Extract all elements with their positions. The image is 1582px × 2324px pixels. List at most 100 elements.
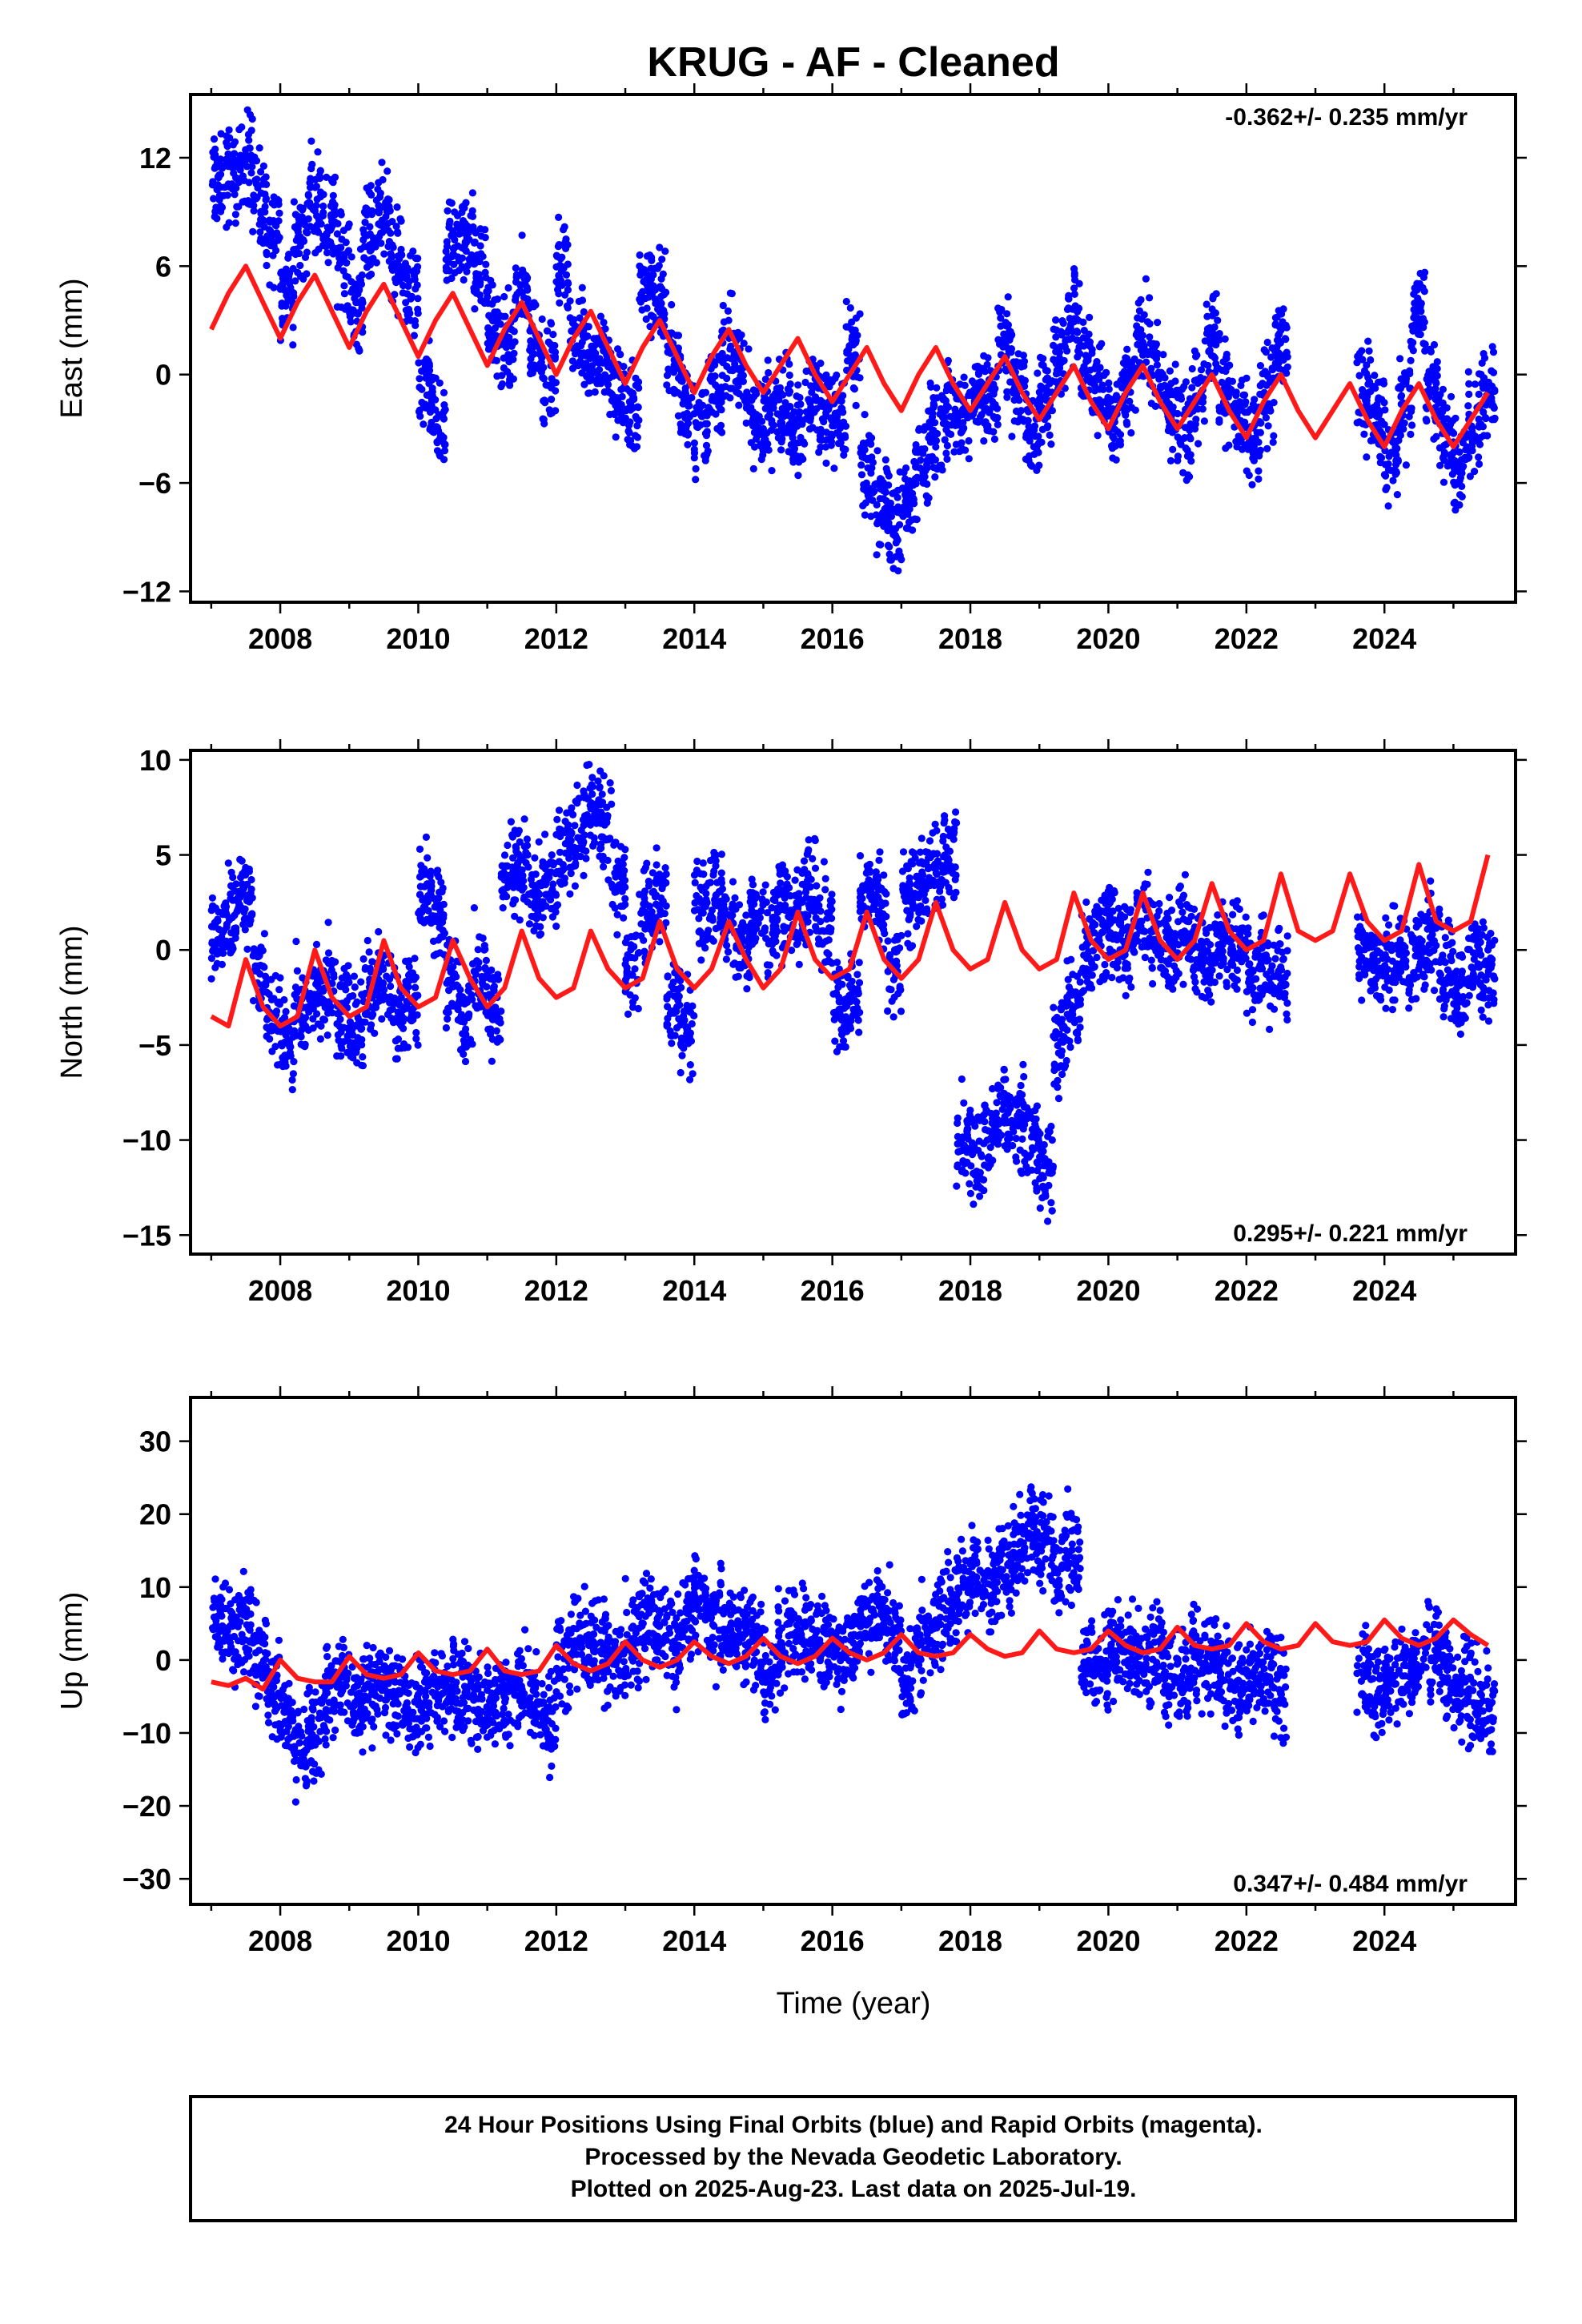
observation-point	[1143, 318, 1151, 326]
observation-point	[612, 433, 620, 441]
observation-point	[863, 487, 871, 496]
observation-point	[535, 838, 543, 846]
observation-point	[777, 446, 785, 454]
observation-point	[238, 123, 246, 131]
observation-point	[856, 374, 864, 382]
observation-point	[796, 393, 804, 402]
observation-point	[470, 904, 479, 912]
observation-point	[313, 211, 321, 220]
observation-point	[390, 999, 398, 1007]
observation-point	[1419, 273, 1427, 281]
observation-point	[1030, 426, 1038, 434]
observation-point	[223, 920, 231, 928]
observation-point	[270, 1025, 278, 1033]
observation-point	[533, 891, 541, 899]
observation-point	[531, 904, 539, 912]
observation-point	[1402, 375, 1411, 383]
observation-point	[1359, 386, 1367, 394]
observation-point	[600, 821, 608, 829]
observation-point	[554, 286, 562, 294]
observation-point	[588, 781, 596, 789]
observation-point	[575, 297, 583, 305]
observation-point	[1257, 419, 1265, 427]
observation-point	[905, 501, 913, 509]
observation-point	[304, 191, 313, 199]
observation-point	[486, 975, 494, 983]
observation-point	[459, 1015, 468, 1023]
observation-point	[379, 223, 387, 231]
observation-point	[298, 272, 306, 280]
observation-point	[858, 453, 866, 461]
observation-point	[520, 895, 528, 903]
observation-point	[357, 978, 365, 986]
observation-point	[1464, 368, 1472, 376]
observation-point	[1121, 380, 1130, 388]
observation-point	[504, 879, 512, 887]
observation-point	[838, 408, 846, 416]
observation-point	[719, 301, 727, 310]
observation-point	[442, 1023, 451, 1032]
observation-point	[677, 976, 685, 985]
observation-point	[833, 417, 841, 425]
observation-point	[426, 872, 434, 880]
observation-point	[1219, 366, 1227, 374]
observation-point	[1030, 443, 1038, 451]
observation-point	[383, 972, 391, 980]
observation-point	[483, 983, 491, 991]
observation-point	[1271, 320, 1279, 328]
observation-point	[394, 229, 402, 237]
observation-point	[1380, 420, 1388, 428]
observation-point	[1225, 441, 1233, 449]
observation-point	[560, 264, 568, 272]
observation-point	[400, 1015, 408, 1023]
observation-point	[873, 480, 881, 488]
observation-point	[571, 350, 580, 358]
east-frame	[189, 93, 1517, 604]
observation-point	[323, 248, 331, 257]
observation-point	[1079, 334, 1087, 342]
observation-point	[544, 338, 552, 346]
observation-point	[1481, 413, 1489, 422]
observation-point	[358, 1061, 366, 1069]
observation-point	[366, 247, 374, 255]
observation-point	[1363, 453, 1371, 461]
observation-point	[861, 411, 869, 419]
observation-point	[1409, 347, 1417, 355]
observation-point	[1387, 448, 1395, 456]
observation-point	[1038, 425, 1046, 434]
observation-point	[653, 876, 661, 884]
observation-point	[686, 1076, 694, 1084]
observation-point	[1043, 374, 1051, 382]
observation-point	[849, 340, 857, 349]
observation-point	[1406, 367, 1414, 375]
observation-point	[661, 310, 669, 318]
observation-point	[990, 380, 998, 388]
observation-point	[1035, 395, 1043, 403]
observation-point	[462, 1025, 470, 1033]
observation-point	[333, 230, 341, 238]
observation-point	[627, 400, 635, 408]
observation-point	[1138, 343, 1146, 351]
observation-point	[1078, 391, 1086, 399]
observation-point	[797, 400, 805, 408]
observation-point	[661, 247, 669, 255]
observation-point	[1488, 367, 1496, 375]
observation-point	[817, 402, 825, 410]
observation-point	[717, 421, 725, 429]
observation-point	[239, 920, 247, 928]
observation-point	[1409, 339, 1417, 347]
observation-point	[620, 866, 628, 875]
observation-point	[475, 959, 483, 967]
observation-point	[702, 432, 711, 440]
observation-point	[402, 299, 410, 307]
observation-point	[603, 814, 611, 822]
observation-point	[1251, 434, 1259, 442]
observation-point	[1058, 317, 1066, 325]
observation-point	[441, 440, 449, 448]
observation-point	[692, 464, 700, 473]
observation-point	[642, 315, 650, 324]
observation-point	[701, 420, 709, 428]
observation-point	[413, 1011, 421, 1019]
observation-point	[998, 336, 1006, 344]
observation-point	[427, 887, 435, 895]
